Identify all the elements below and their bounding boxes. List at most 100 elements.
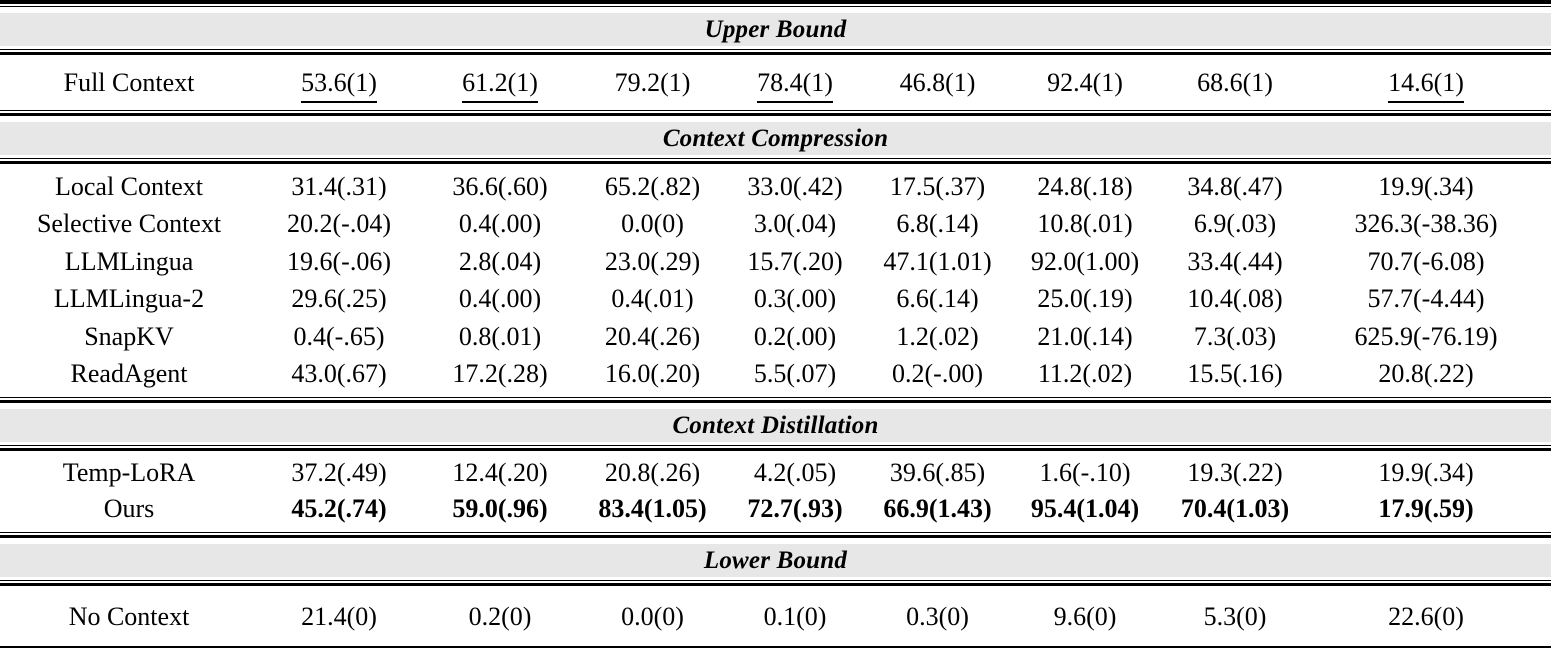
value-text: 15.5(.16) [1187,359,1283,389]
value-text: 68.6(1) [1197,68,1273,97]
value-cell: 34.8(.47) [1160,172,1310,202]
value-cell: 53.6(1) [258,68,420,103]
value-text: 57.7(-4.44) [1367,284,1485,314]
value-cell: 20.8(.26) [580,458,725,488]
value-cell: 78.4(1) [725,68,865,103]
value-text: 31.4(.31) [291,171,387,201]
value-text: 79.2(1) [614,68,691,97]
value-cell: 83.4(1.05) [580,494,725,524]
section-header-bottom-rule [0,445,1551,451]
value-text: 7.3(.03) [1193,321,1277,351]
value-text: 0.4(.00) [458,209,542,239]
table-row: Selective Context 20.2(-.04) 0.4(.00) 0.0(0… [0,206,1551,244]
value-cell: 0.3(.00) [725,284,865,314]
value-text: 0.0(0) [621,601,684,631]
value-cell: 0.4(-.65) [258,322,420,352]
value-cell: 47.1(1.01) [865,247,1010,277]
value-cell: 0.3(0) [865,602,1010,632]
value-cell: 5.3(0) [1160,602,1310,632]
value-text: 23.0(.29) [604,246,701,276]
underlined-value: 78.4(1) [757,68,833,103]
value-cell: 0.4(.01) [580,284,725,314]
value-cell: 20.2(-.04) [258,209,420,239]
value-text: 0.4(-.65) [293,321,385,351]
section-bottom-rule [0,532,1551,538]
value-cell: 19.6(-.06) [258,247,420,277]
section-bottom-rule [0,397,1551,403]
value-cell: 19.9(.34) [1310,458,1542,488]
value-text: 326.3(-38.36) [1354,209,1498,239]
section-header-bottom-rule [0,580,1551,586]
value-text: 4.2(.05) [753,458,837,487]
value-cell: 7.3(.03) [1160,322,1310,352]
value-text: 0.4(.01) [611,284,694,314]
value-text: 20.8(.22) [1378,359,1474,389]
value-text: 22.6(0) [1388,601,1464,631]
section-header-bottom-rule [0,158,1551,164]
table-section: Upper Bound Full Context 53.6(1) 61.2(1) 79.… [0,13,1551,110]
table-section: Lower Bound No Context 21.4(0) 0.2(0) 0.0(0)… [0,544,1551,646]
value-text: 0.2(-.00) [892,359,983,389]
value-cell: 3.0(.04) [725,209,865,239]
value-cell: 57.7(-4.44) [1310,284,1542,314]
value-text: 19.3(.22) [1187,458,1283,487]
value-cell: 23.0(.29) [580,247,725,277]
value-text: 47.1(1.01) [883,246,992,276]
value-text: 45.2(.74) [291,494,387,523]
value-cell: 25.0(.19) [1010,284,1160,314]
value-cell: 37.2(.49) [258,458,420,488]
value-text: 83.4(1.05) [598,494,707,523]
value-text: 10.4(.08) [1187,284,1283,314]
section-bottom-rule [0,110,1551,116]
value-cell: 70.4(1.03) [1160,494,1310,524]
value-cell: 0.0(0) [580,209,725,239]
value-cell: 65.2(.82) [580,172,725,202]
section-rows: Temp-LoRA 37.2(.49) 12.4(.20) 20.8(.26) 4.2(… [0,451,1551,532]
value-text: 34.8(.47) [1187,171,1283,201]
section-rows: Full Context 53.6(1) 61.2(1) 79.2(1) 78.4(1)… [0,55,1551,110]
value-text: 0.3(0) [906,601,969,631]
table-row: LLMLingua-2 29.6(.25) 0.4(.00) 0.4(.01) 0.3(… [0,281,1551,319]
value-text: 46.8(1) [899,68,976,97]
section-rows: Local Context 31.4(.31) 36.6(.60) 65.2(.82)… [0,164,1551,397]
value-text: 2.8(.04) [458,246,542,276]
value-cell: 17.2(.28) [420,359,580,389]
value-cell: 6.9(.03) [1160,209,1310,239]
value-cell: 0.2(.00) [725,322,865,352]
section-header-label: Context Compression [662,124,889,152]
value-cell: 29.6(.25) [258,284,420,314]
value-text: 10.8(.01) [1037,209,1133,239]
section-header-banner: Lower Bound [0,544,1551,577]
value-text: 3.0(.04) [753,209,837,239]
value-cell: 4.2(.05) [725,458,865,488]
value-text: 92.0(1.00) [1030,246,1140,276]
table-row: Local Context 31.4(.31) 36.6(.60) 65.2(.82)… [0,168,1551,206]
value-text: 625.9(-76.19) [1354,321,1498,351]
value-text: 70.7(-6.08) [1367,246,1485,276]
value-text: 37.2(.49) [291,458,387,487]
value-text: 15.7(.20) [747,246,843,276]
value-text: 25.0(.19) [1037,284,1133,314]
value-text: 21.4(0) [301,601,377,631]
value-text: 5.3(0) [1203,601,1267,631]
value-text: 11.2(.02) [1037,359,1133,389]
section-header-label: Context Distillation [672,411,879,439]
value-text: 6.8(.14) [896,209,979,239]
value-text: 19.9(.34) [1378,458,1474,487]
value-cell: 43.0(.67) [258,359,420,389]
table-row: LLMLingua 19.6(-.06) 2.8(.04) 23.0(.29) 15.7… [0,243,1551,281]
value-text: 0.0(0) [621,209,684,239]
value-cell: 61.2(1) [420,68,580,103]
table-row: No Context 21.4(0) 0.2(0) 0.0(0) 0.1(0) 0.3(0… [0,598,1551,635]
value-cell: 2.8(.04) [420,247,580,277]
value-cell: 625.9(-76.19) [1310,322,1542,352]
underlined-value: 53.6(1) [301,68,377,103]
value-cell: 17.5(.37) [865,172,1010,202]
value-text: 6.6(.14) [896,284,979,314]
table-row: SnapKV 0.4(-.65) 0.8(.01) 20.4(.26) 0.2(.00)… [0,318,1551,356]
value-text: 72.7(.93) [747,494,843,523]
value-cell: 59.0(.96) [420,494,580,524]
value-cell: 92.4(1) [1010,68,1160,98]
value-cell: 33.0(.42) [725,172,865,202]
